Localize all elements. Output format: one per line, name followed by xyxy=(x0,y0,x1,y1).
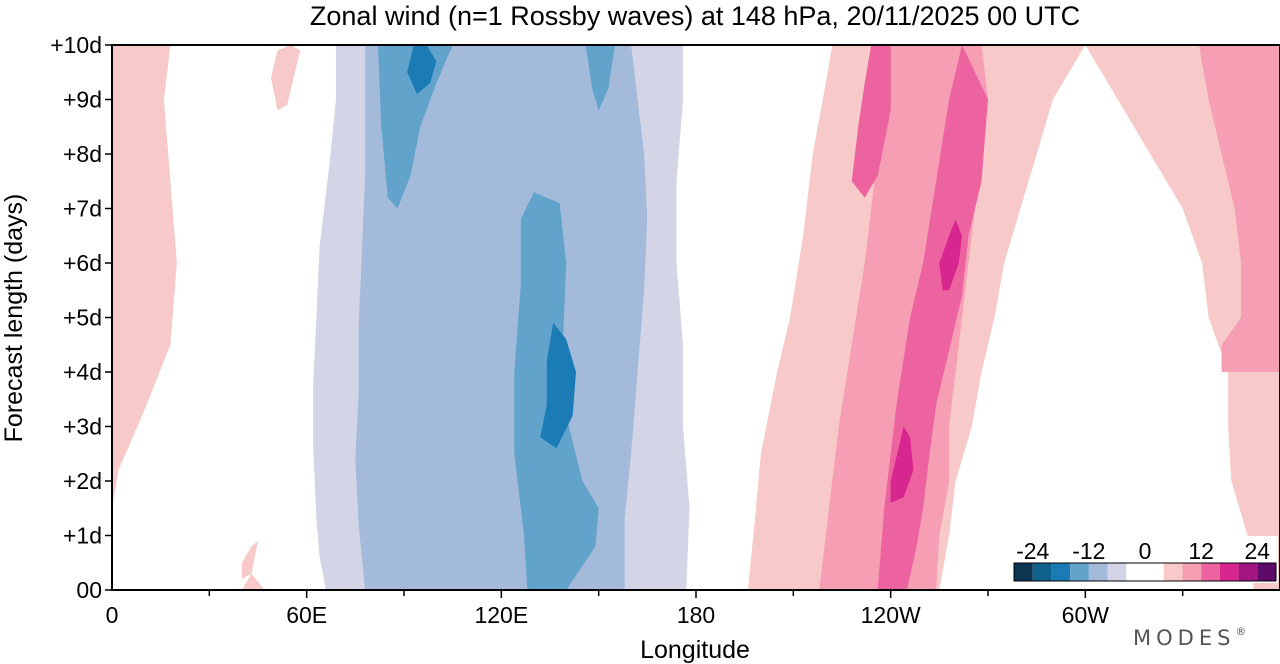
colorbar-label: 24 xyxy=(1244,538,1270,564)
x-tick-label: 60W xyxy=(1062,602,1110,628)
colorbar-swatch xyxy=(1088,563,1108,581)
colorbar-frame xyxy=(1013,562,1277,582)
watermark-text: MODES xyxy=(1133,626,1235,650)
y-axis: 00 +1d +2d +3d +4d +5d +6d +7d +8d +9d +10d xyxy=(50,32,112,603)
y-tick-label: +9d xyxy=(63,87,102,113)
colorbar-swatch xyxy=(1182,563,1202,581)
x-axis-start-label: 0 xyxy=(106,602,119,628)
colorbar-swatch xyxy=(1163,563,1183,581)
colorbar-label: -24 xyxy=(1016,538,1049,564)
contour-region-4 xyxy=(241,573,265,590)
colorbar-swatch xyxy=(1107,563,1127,581)
colorbar-swatch xyxy=(1014,563,1033,581)
y-tick-label: +2d xyxy=(63,468,102,494)
x-axis-label: Longitude xyxy=(640,636,750,664)
contour-region-3 xyxy=(241,541,258,580)
x-axis: 60E 120E 180 120W 60W xyxy=(208,590,1184,628)
y-tick-label: +1d xyxy=(63,523,102,549)
contour-region-17 xyxy=(851,45,891,198)
contour-region-10 xyxy=(585,45,615,111)
contour-region-11 xyxy=(407,45,437,95)
contour-regions xyxy=(112,45,1280,590)
contour-region-13 xyxy=(747,45,1280,590)
contour-region-2 xyxy=(112,45,145,372)
colorbar-swatch xyxy=(1126,563,1145,581)
contour-region-18 xyxy=(890,426,914,503)
y-tick-label: +10d xyxy=(50,32,102,58)
modes-watermark: MODES® xyxy=(1133,625,1251,650)
colorbar-swatch xyxy=(1219,563,1239,581)
y-tick-label: 00 xyxy=(76,577,102,603)
y-tick-label: +7d xyxy=(63,196,102,222)
y-axis-label: Forecast length (days) xyxy=(0,194,28,443)
contour-region-19 xyxy=(939,219,962,291)
x-tick-label: 120E xyxy=(474,602,528,628)
colorbar-swatch xyxy=(1238,563,1258,581)
x-tick-label: 60E xyxy=(286,602,327,628)
plot-frame xyxy=(111,44,1280,591)
y-tick-label: +4d xyxy=(63,359,102,385)
colorbar-label: 0 xyxy=(1139,538,1152,564)
y-tick-label: +3d xyxy=(63,414,102,440)
colorbar-swatch xyxy=(1051,563,1071,581)
chart-title: Zonal wind (n=1 Rossby waves) at 148 hPa… xyxy=(310,1,1080,31)
y-tick-label: +5d xyxy=(63,305,102,331)
contour-region-15 xyxy=(1198,45,1280,372)
colorbar-swatch xyxy=(1070,563,1089,581)
x-tick-label: 180 xyxy=(677,602,715,628)
colorbar-swatch xyxy=(1145,563,1164,581)
colorbar-label: -12 xyxy=(1072,538,1105,564)
registered-mark: ® xyxy=(1235,625,1251,638)
colorbar: -24 -12 0 12 24 xyxy=(1010,536,1278,583)
colorbar-swatch xyxy=(1032,563,1052,581)
contour-region-8 xyxy=(378,45,453,209)
x-tick-label: 120W xyxy=(861,602,921,628)
colorbar-label: 12 xyxy=(1188,538,1214,564)
colorbar-swatch xyxy=(1257,563,1276,581)
contour-region-12 xyxy=(540,322,576,449)
y-tick-label: +8d xyxy=(63,141,102,167)
colorbar-swatch xyxy=(1201,563,1220,581)
contour-region-5 xyxy=(271,45,301,111)
y-tick-label: +6d xyxy=(63,250,102,276)
